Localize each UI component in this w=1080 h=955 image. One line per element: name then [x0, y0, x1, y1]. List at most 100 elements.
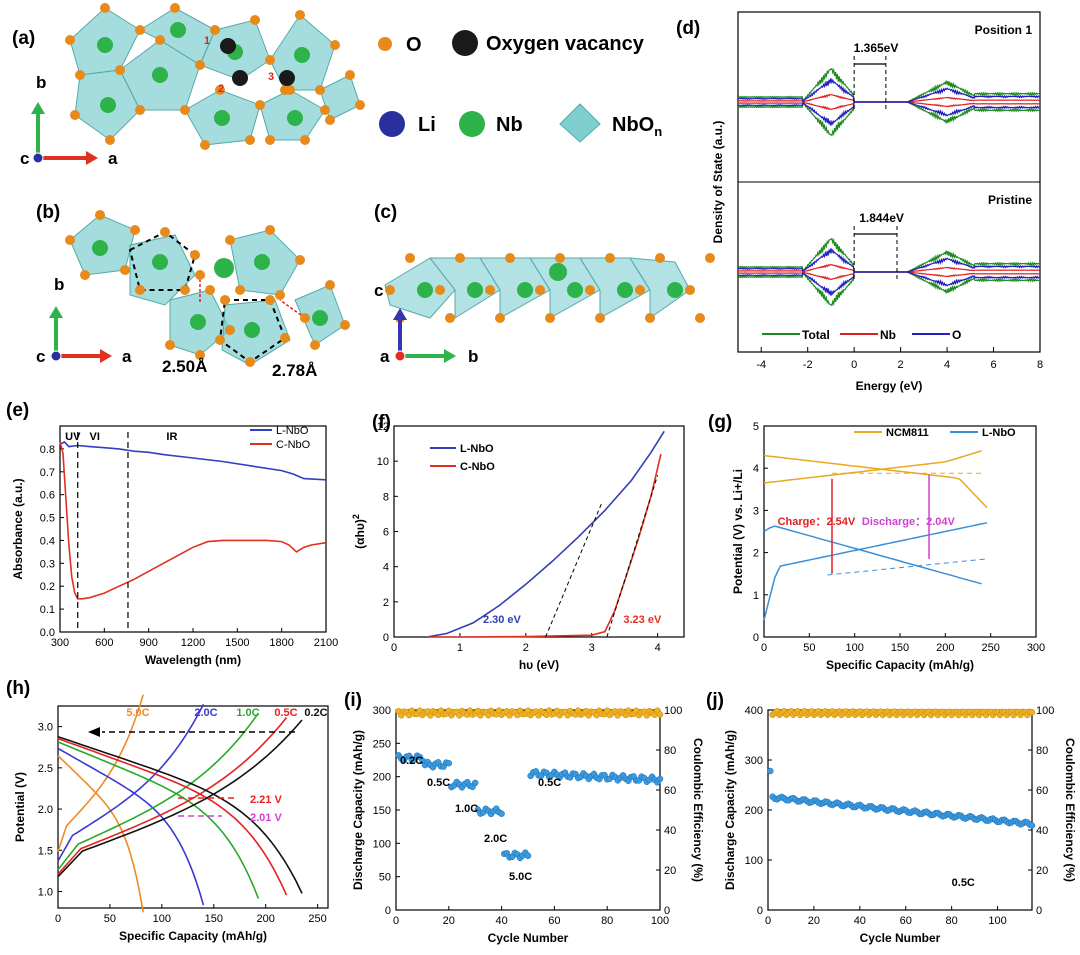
rate-label: 0.5C: [538, 777, 561, 789]
x-tick-label: 40: [854, 915, 866, 927]
niobium-atom: [190, 314, 206, 330]
niobium-atom: [97, 37, 113, 53]
niobium-atom: [667, 282, 683, 298]
oxygen-atom: [155, 35, 165, 45]
oxygen-atom: [180, 105, 190, 115]
lnbo-discharge-curve: [763, 525, 982, 585]
chart-e-absorbance: 300 600 900 1200 1500 1800 2100 0.0 0.1 0.2 0.3 0.4…: [11, 425, 338, 667]
axes-triad-b: b a c: [36, 275, 132, 366]
x-tick-label: 60: [548, 915, 560, 927]
y-tick-label: 0.7: [40, 467, 55, 479]
oxygen-atom: [385, 285, 395, 295]
x-tick-label: 250: [308, 913, 326, 925]
y-tick-label: 6: [383, 527, 389, 539]
gap-annotation: 3.23 eV: [623, 614, 662, 626]
y2-tick-label: 60: [1036, 785, 1048, 797]
region-label: IR: [166, 431, 177, 443]
y-axis-label: Absorbance (a.u.): [11, 478, 25, 579]
y-tick-label: 400: [745, 705, 763, 717]
legend-vacancy: Oxygen vacancy: [486, 33, 645, 55]
oxygen-atom: [160, 227, 170, 237]
y-axis-label: Discharge Capacity (mAh/g): [351, 730, 365, 890]
y2-tick-label: 40: [1036, 825, 1048, 837]
legend-label: C-NbO: [276, 439, 311, 451]
rate-label: 0.2C: [400, 755, 423, 767]
y-tick-label: 0.6: [40, 490, 55, 502]
oxygen-atom: [435, 285, 445, 295]
fit-line: [545, 503, 603, 638]
legend-Nb: Nb: [496, 114, 523, 136]
oxygen-atom: [180, 285, 190, 295]
niobium-atom: [617, 282, 633, 298]
discharge-curve-1.0C: [57, 741, 260, 899]
y-tick-label: 2: [383, 597, 389, 609]
niobium-atom: [287, 110, 303, 126]
x-axis-label: Cycle Number: [860, 931, 941, 945]
y-tick-label: 2.5: [38, 763, 53, 775]
x-tick-label: 3: [589, 642, 595, 654]
discharge-label: Discharge：2.04V: [862, 516, 956, 528]
ce-point: [1028, 708, 1036, 716]
oxygen-atom: [325, 280, 335, 290]
crystal-structure-c: [384, 257, 691, 319]
oxygen-atom: [245, 357, 255, 367]
y-tick-label: 150: [373, 805, 391, 817]
oxygen-atom: [210, 25, 220, 35]
dos-series-O: [737, 101, 1040, 126]
position-1-label: 1: [204, 35, 210, 47]
capacity-point: [524, 852, 532, 860]
tauc-series-L-NbO: [426, 430, 665, 638]
y-tick-label: 0: [385, 905, 391, 917]
x-tick-label: 250: [981, 642, 999, 654]
legend-NbOn: NbOn: [612, 114, 662, 139]
oxygen-atom: [225, 325, 235, 335]
niobium-atom: [244, 322, 260, 338]
x-axis-label: Cycle Number: [488, 931, 569, 945]
y2-tick-label: 80: [664, 745, 676, 757]
oxygen-atom: [445, 313, 455, 323]
oxygen-atom: [135, 25, 145, 35]
oxygen-atom: [215, 85, 225, 95]
chart-g-potential: 0 50 100 150 200 250 300 0 1 2 3 4 5 Specific Capacit…: [731, 421, 1045, 672]
y-tick-label: 200: [373, 772, 391, 784]
oxygen-atom: [65, 235, 75, 245]
y-tick-label: 10: [377, 456, 389, 468]
y-tick-label: 300: [745, 755, 763, 767]
x-tick-label: 300: [51, 637, 69, 649]
oxygen-atom: [485, 285, 495, 295]
oxygen-atom: [705, 253, 715, 263]
panel-label-h: (h): [6, 678, 30, 699]
legend-Li: Li: [418, 114, 436, 136]
gap-annotation: 2.30 eV: [483, 614, 522, 626]
oxygen-atom: [195, 270, 205, 280]
rate-label: 0.5C: [952, 877, 975, 889]
niobium-atom-large: [214, 258, 234, 278]
x-tick-label: 20: [808, 915, 820, 927]
oxygen-atom: [130, 225, 140, 235]
y-tick-label: 0.2: [40, 581, 55, 593]
y-tick-label: 5: [753, 421, 759, 433]
niobium-atom-raised: [549, 263, 567, 281]
y-axis-label: Discharge Capacity (mAh/g): [723, 730, 737, 890]
oxygen-atom: [315, 85, 325, 95]
oxygen-atom: [255, 100, 265, 110]
charge-curve-0.5C: [57, 716, 288, 875]
rate-label: 2.0C: [484, 833, 507, 845]
atom-legend: O Oxygen vacancy Li Nb NbOn: [378, 30, 662, 143]
axis-a-c: a: [380, 347, 390, 366]
x-tick-label: 60: [900, 915, 912, 927]
oxygen-atom: [65, 35, 75, 45]
charge-curve-2.0C: [57, 704, 205, 862]
oxygen-atom: [310, 340, 320, 350]
x-axis-label: hυ (eV): [519, 658, 559, 672]
x-tick-label: 100: [845, 642, 863, 654]
x-tick-label: 80: [601, 915, 613, 927]
x-tick-label: 300: [1027, 642, 1045, 654]
oxygen-atom: [325, 115, 335, 125]
x-tick-label: 50: [803, 642, 815, 654]
tauc-series-C-NbO: [427, 453, 662, 638]
oxygen-atom: [555, 253, 565, 263]
